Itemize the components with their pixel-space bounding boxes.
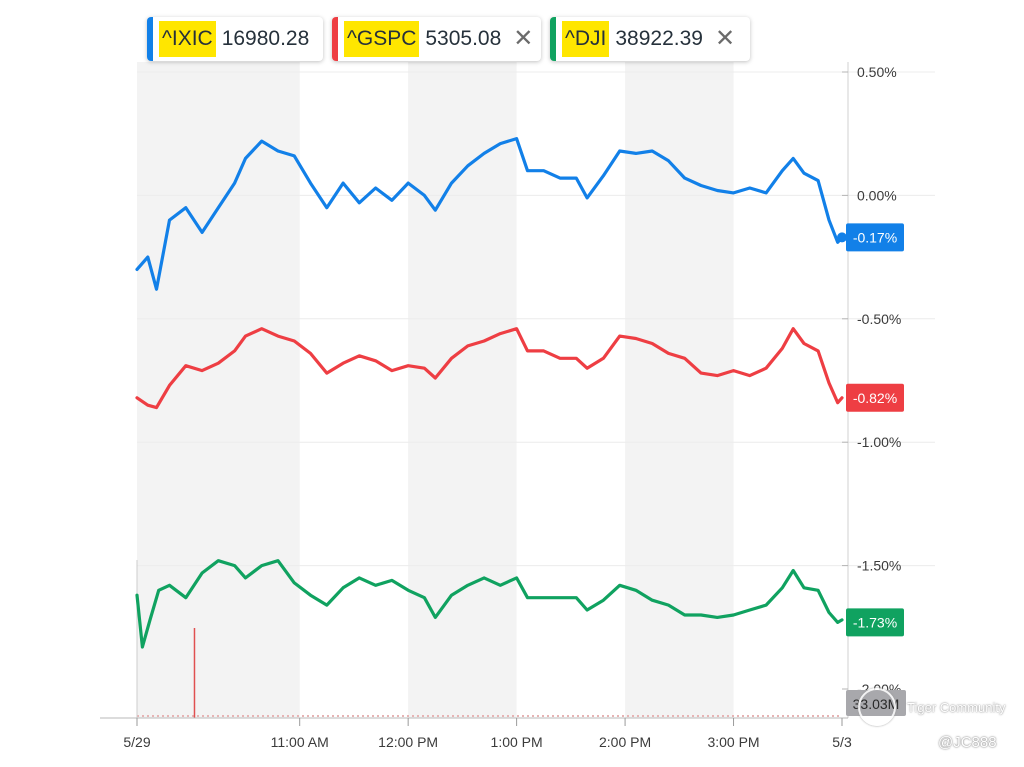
series-line-dji <box>135 559 844 649</box>
series-color-swatch <box>332 17 338 61</box>
end-label-box <box>846 383 904 412</box>
y-tick-labels: 0.50%0.00%-0.50%-1.00%-1.50%-2.00% <box>857 64 901 697</box>
ticker-chip-ixic[interactable]: ^IXIC 16980.28 <box>147 17 323 61</box>
x-tick-label: 1:00 PM <box>491 734 543 750</box>
end-label-text: -0.17% <box>853 229 897 245</box>
shaded-bands <box>137 62 734 718</box>
x-tick-label: 12:00 PM <box>378 734 438 750</box>
y-tick-label: 0.00% <box>857 187 897 203</box>
y-tick-label: -1.00% <box>857 434 901 450</box>
ticker-value: 5305.08 <box>425 27 502 50</box>
remove-dji-close-icon[interactable]: ✕ <box>714 25 736 52</box>
ticker-chip-gspc[interactable]: ^GSPC 5305.08 ✕ <box>332 17 541 61</box>
x-tick-labels: 5/29 11:00 AM 12:00 PM 1:00 PM 2:00 PM 3:00 P… <box>123 734 852 750</box>
author-handle: @JC888 <box>938 734 997 751</box>
x-tick-label: 11:00 AM <box>271 734 329 750</box>
series-lines <box>135 137 847 649</box>
ticker-symbol: ^DJI <box>562 21 610 57</box>
x-tick-label: 2:00 PM <box>599 734 651 750</box>
watermark-logo-icon <box>858 688 896 726</box>
ticker-value: 38922.39 <box>615 27 703 50</box>
y-tick-label: -0.50% <box>857 311 901 327</box>
x-tick-label: 3:00 PM <box>707 734 759 750</box>
x-tick-marks <box>136 718 843 726</box>
y-tick-label: -1.50% <box>857 558 901 574</box>
series-color-swatch <box>550 17 556 61</box>
series-color-swatch <box>147 17 153 61</box>
ticker-chip-dji[interactable]: ^DJI 38922.39 ✕ <box>550 17 750 61</box>
ticker-value: 16980.28 <box>221 27 310 50</box>
shaded-band <box>408 62 517 718</box>
remove-gspc-close-icon[interactable]: ✕ <box>513 25 534 52</box>
shaded-band <box>625 62 734 718</box>
series-end-dot <box>837 232 847 243</box>
volume-area <box>136 560 842 718</box>
y-gridlines <box>137 71 935 567</box>
series-line-ixic <box>135 137 844 291</box>
end-label-text: -1.73% <box>853 614 897 630</box>
ticker-symbol: ^GSPC <box>344 21 420 57</box>
y-tick-marks <box>842 71 848 690</box>
x-tick-label: 5/3 <box>832 734 852 750</box>
series-line-gspc <box>135 327 844 410</box>
y-tick-label: 0.50% <box>857 64 897 80</box>
shaded-band <box>137 62 300 718</box>
x-tick-label: 5/29 <box>123 734 150 750</box>
end-value-labels: -0.17% -0.82% -1.73% <box>846 223 904 637</box>
end-label-box <box>846 223 904 252</box>
end-label-box <box>846 608 904 637</box>
watermark-text: Tiger Community <box>907 700 1006 715</box>
end-label-text: -0.82% <box>853 390 897 406</box>
ticker-symbol: ^IXIC <box>159 21 216 57</box>
